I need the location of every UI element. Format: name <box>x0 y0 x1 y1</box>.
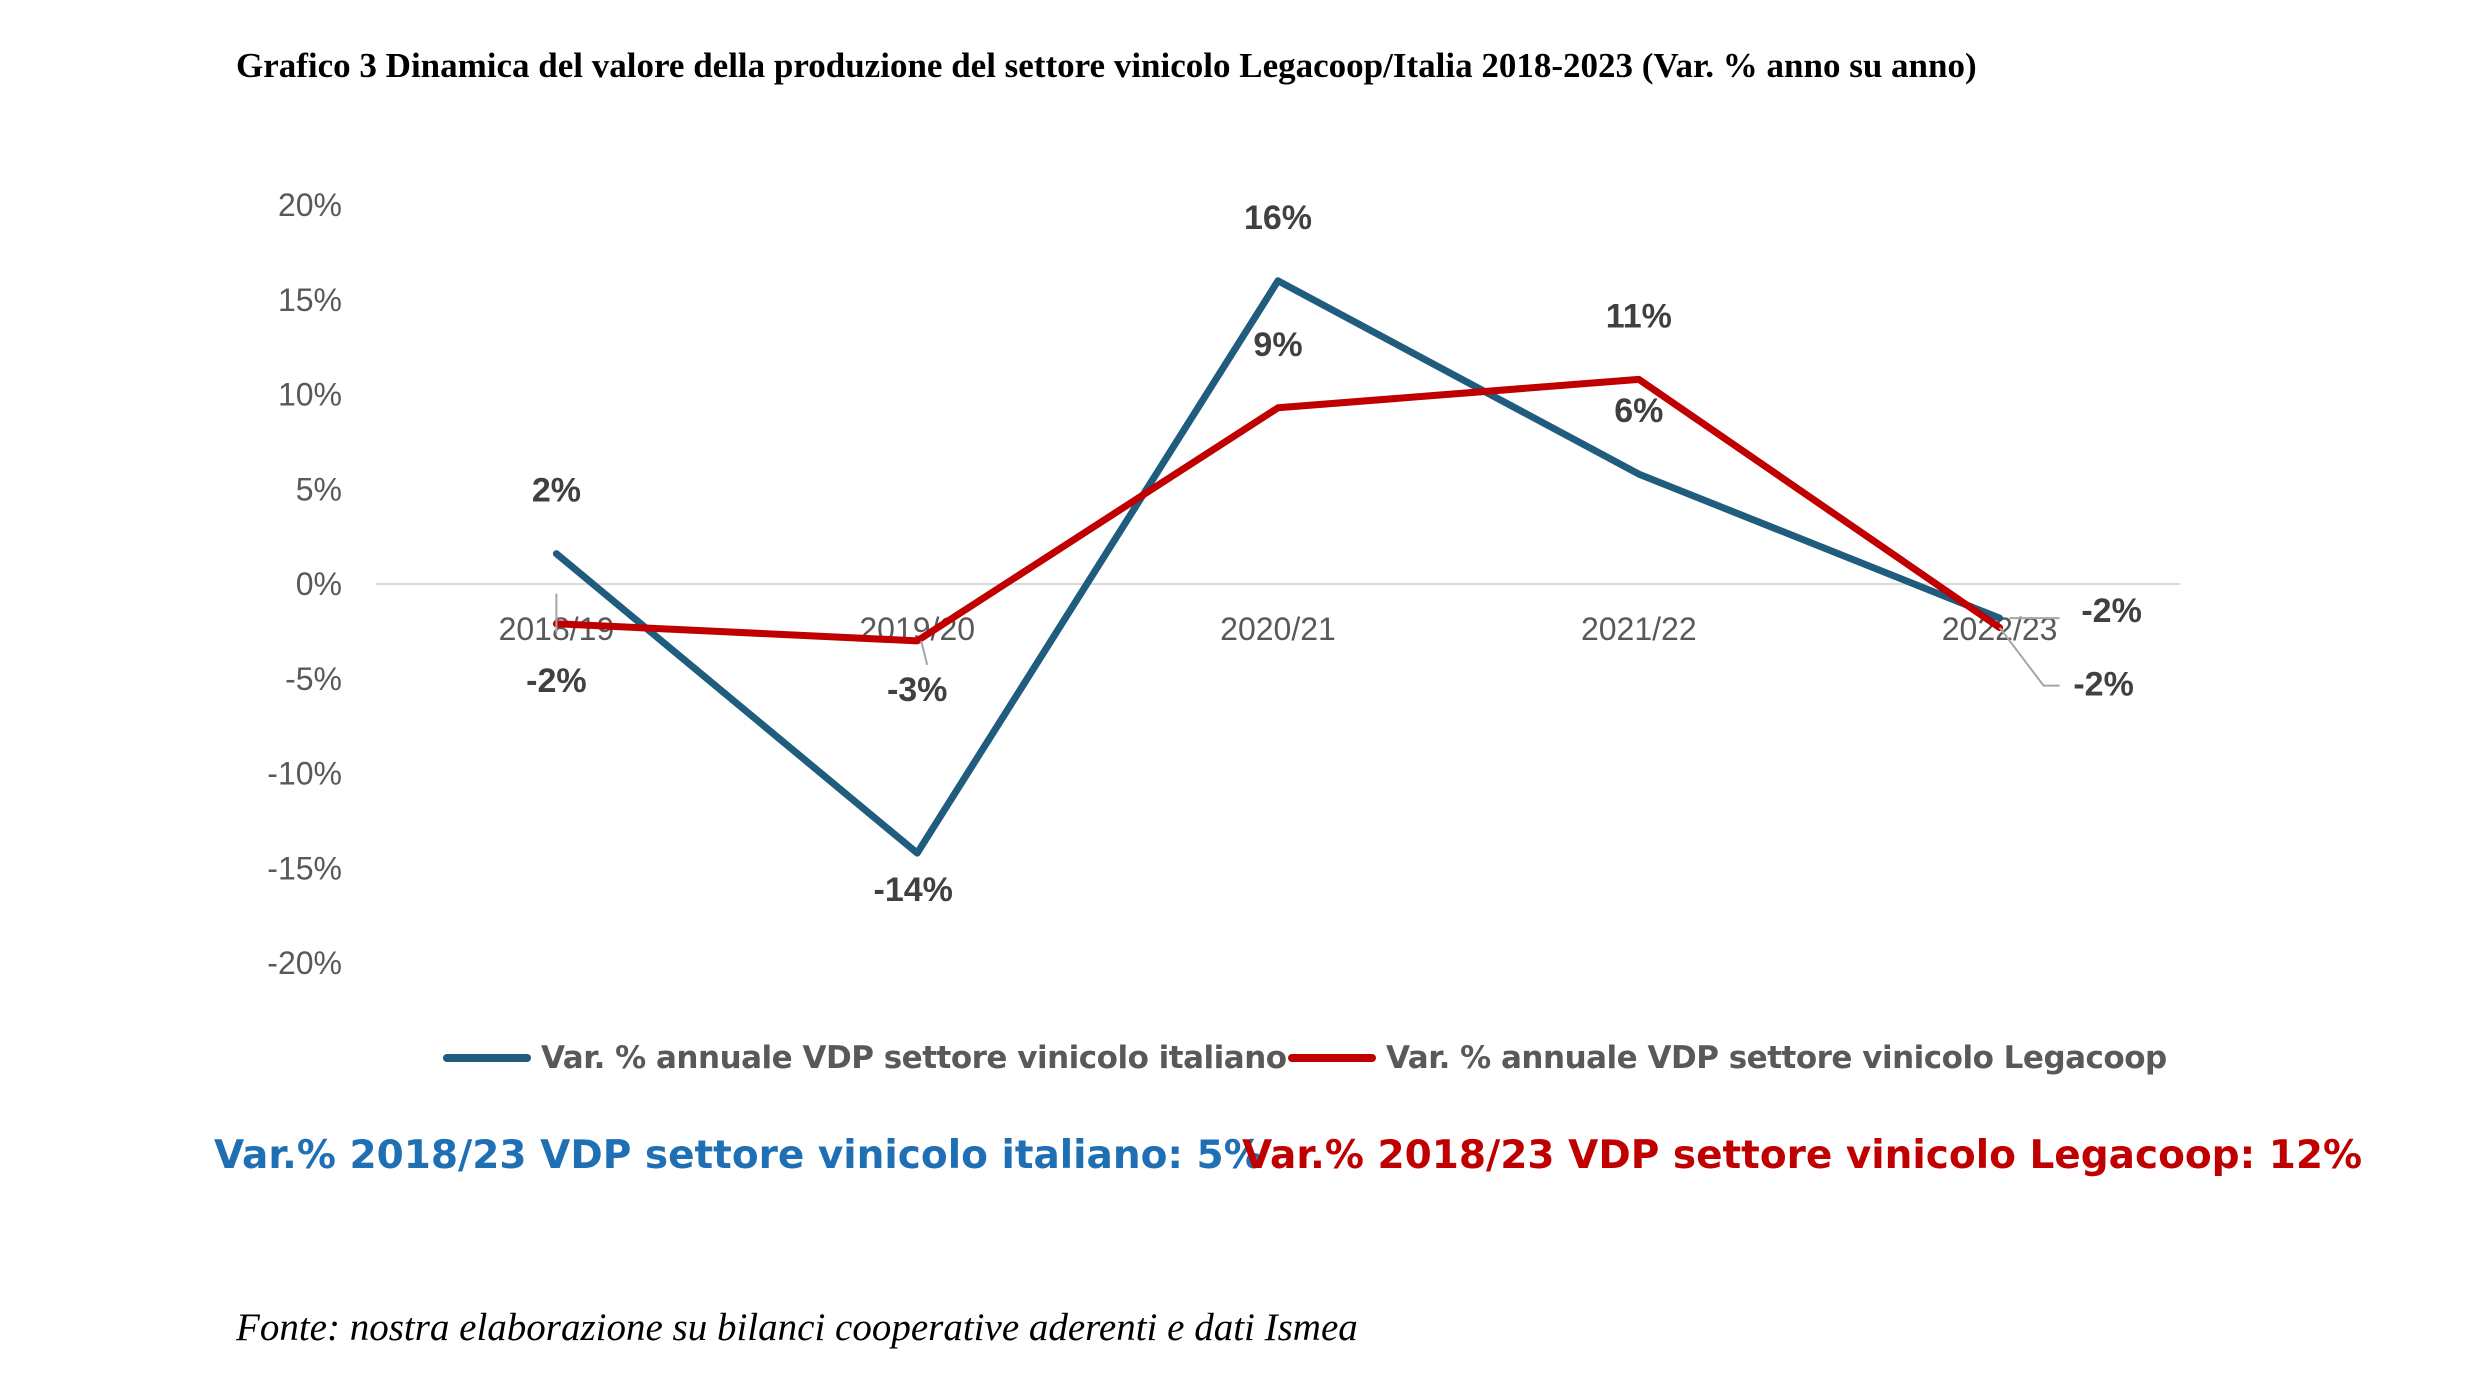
data-label: 16% <box>1244 199 1312 237</box>
data-labels: 2% -14% 16% 6% -2% -2% -3% 9% 11% -2% <box>526 199 2142 909</box>
legend-item-legacoop: Var. % annuale VDP settore vinicolo Lega… <box>1288 1040 2167 1076</box>
chart-legend: Var. % annuale VDP settore vinicolo ital… <box>0 1040 2477 1090</box>
series-lines <box>552 277 2004 857</box>
line-chart: 20%15%10%5%0%-5%-10%-15%-20% 2018/19 2019… <box>267 187 2180 981</box>
chart-title: Grafico 3 Dinamica del valore della prod… <box>236 46 1977 85</box>
series-line-italiano <box>552 277 2004 857</box>
legend-label-legacoop: Var. % annuale VDP settore vinicolo Lega… <box>1386 1040 2167 1076</box>
data-label: -2% <box>526 662 586 700</box>
y-tick-label: -20% <box>267 945 342 981</box>
x-axis: 2018/19 2019/20 2020/21 2021/22 2022/23 <box>376 583 2180 647</box>
y-tick-label: -15% <box>267 850 342 886</box>
data-label: -3% <box>887 671 947 709</box>
data-label: 6% <box>1614 392 1663 430</box>
data-label: 11% <box>1606 297 1672 335</box>
summary-legacoop: Var.% 2018/23 VDP settore vinicolo Legac… <box>1242 1133 2363 1178</box>
source-note: Fonte: nostra elaborazione su bilanci co… <box>236 1306 1358 1349</box>
y-tick-label: -10% <box>267 756 342 792</box>
y-tick-label: 20% <box>278 187 342 223</box>
y-axis: 20% 15% 10% 5% 0% -5% -10% -15% -20% <box>267 187 342 981</box>
series-line-legacoop <box>552 375 2004 645</box>
legend-swatch-legacoop <box>1288 1054 1376 1062</box>
y-tick-label: 15% <box>278 282 342 318</box>
data-label: 2% <box>532 472 581 510</box>
y-tick-label: 5% <box>296 471 342 507</box>
data-label: 9% <box>1253 326 1302 364</box>
data-label: -2% <box>2073 666 2133 704</box>
legend-swatch-italiano <box>443 1054 531 1062</box>
label-leader-line <box>920 640 929 666</box>
legend-item-italiano: Var. % annuale VDP settore vinicolo ital… <box>443 1040 1287 1076</box>
label-leader-line <box>1998 626 2060 687</box>
data-label: -2% <box>2081 592 2141 630</box>
summary-italiano: Var.% 2018/23 VDP settore vinicolo itali… <box>214 1133 1263 1178</box>
y-tick-label: -5% <box>285 661 342 697</box>
data-label: -14% <box>874 871 953 909</box>
legend-label-italiano: Var. % annuale VDP settore vinicolo ital… <box>541 1040 1287 1076</box>
x-tick-label: 2020/21 <box>1220 611 1336 647</box>
x-tick-label: 2021/22 <box>1581 611 1697 647</box>
y-tick-label: 0% <box>296 566 342 602</box>
y-tick-label: 10% <box>278 377 342 413</box>
